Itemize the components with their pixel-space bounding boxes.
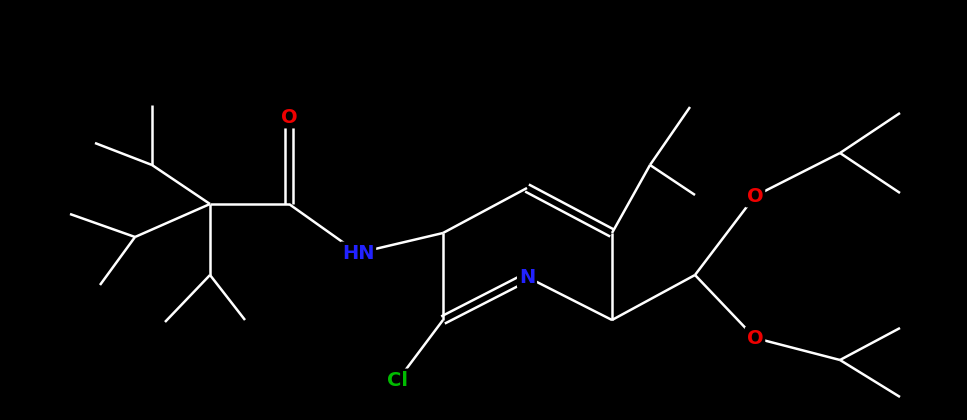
Text: O: O	[747, 328, 763, 347]
Text: HN: HN	[341, 244, 374, 262]
Text: O: O	[747, 186, 763, 205]
Text: O: O	[280, 108, 297, 126]
Text: Cl: Cl	[388, 370, 408, 389]
Text: N: N	[519, 268, 535, 286]
